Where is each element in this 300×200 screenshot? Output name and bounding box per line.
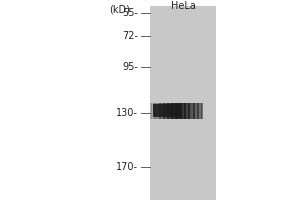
Bar — [160, 103, 162, 119]
Bar — [200, 103, 202, 119]
Bar — [193, 103, 195, 119]
Bar — [192, 103, 194, 119]
Text: 170-: 170- — [116, 162, 138, 172]
Bar — [166, 103, 168, 119]
Bar — [158, 103, 160, 119]
Text: 72-: 72- — [122, 31, 138, 41]
Bar — [150, 103, 152, 119]
Bar — [153, 104, 181, 117]
Text: (kD): (kD) — [110, 4, 130, 14]
Bar — [163, 103, 165, 119]
Bar — [183, 103, 184, 119]
Bar — [197, 103, 199, 119]
Bar — [175, 103, 177, 119]
Bar — [187, 103, 188, 119]
Bar — [190, 103, 193, 119]
Bar — [182, 103, 183, 119]
Text: 55-: 55- — [122, 8, 138, 18]
Bar — [201, 103, 203, 119]
Bar — [172, 103, 174, 119]
Bar — [178, 103, 179, 119]
Bar — [176, 103, 178, 119]
Bar — [150, 6, 216, 200]
Text: HeLa: HeLa — [171, 1, 195, 11]
Bar — [180, 103, 182, 119]
Bar — [196, 103, 198, 119]
Bar — [194, 103, 196, 119]
Text: 130-: 130- — [116, 108, 138, 118]
Bar — [151, 103, 153, 119]
Bar — [167, 103, 169, 119]
Text: 95-: 95- — [122, 62, 138, 72]
Bar — [189, 103, 191, 119]
Bar — [154, 103, 156, 119]
Bar — [173, 103, 175, 119]
Bar — [179, 103, 181, 119]
Bar — [188, 103, 190, 119]
Bar — [164, 103, 166, 119]
Bar — [155, 103, 157, 119]
Bar — [168, 103, 170, 119]
Bar — [169, 103, 172, 119]
Bar — [153, 103, 154, 119]
Bar — [159, 103, 161, 119]
Bar — [184, 103, 186, 119]
Bar — [157, 103, 158, 119]
Bar — [185, 103, 187, 119]
Bar — [198, 103, 200, 119]
Bar — [171, 103, 173, 119]
Bar — [162, 103, 164, 119]
